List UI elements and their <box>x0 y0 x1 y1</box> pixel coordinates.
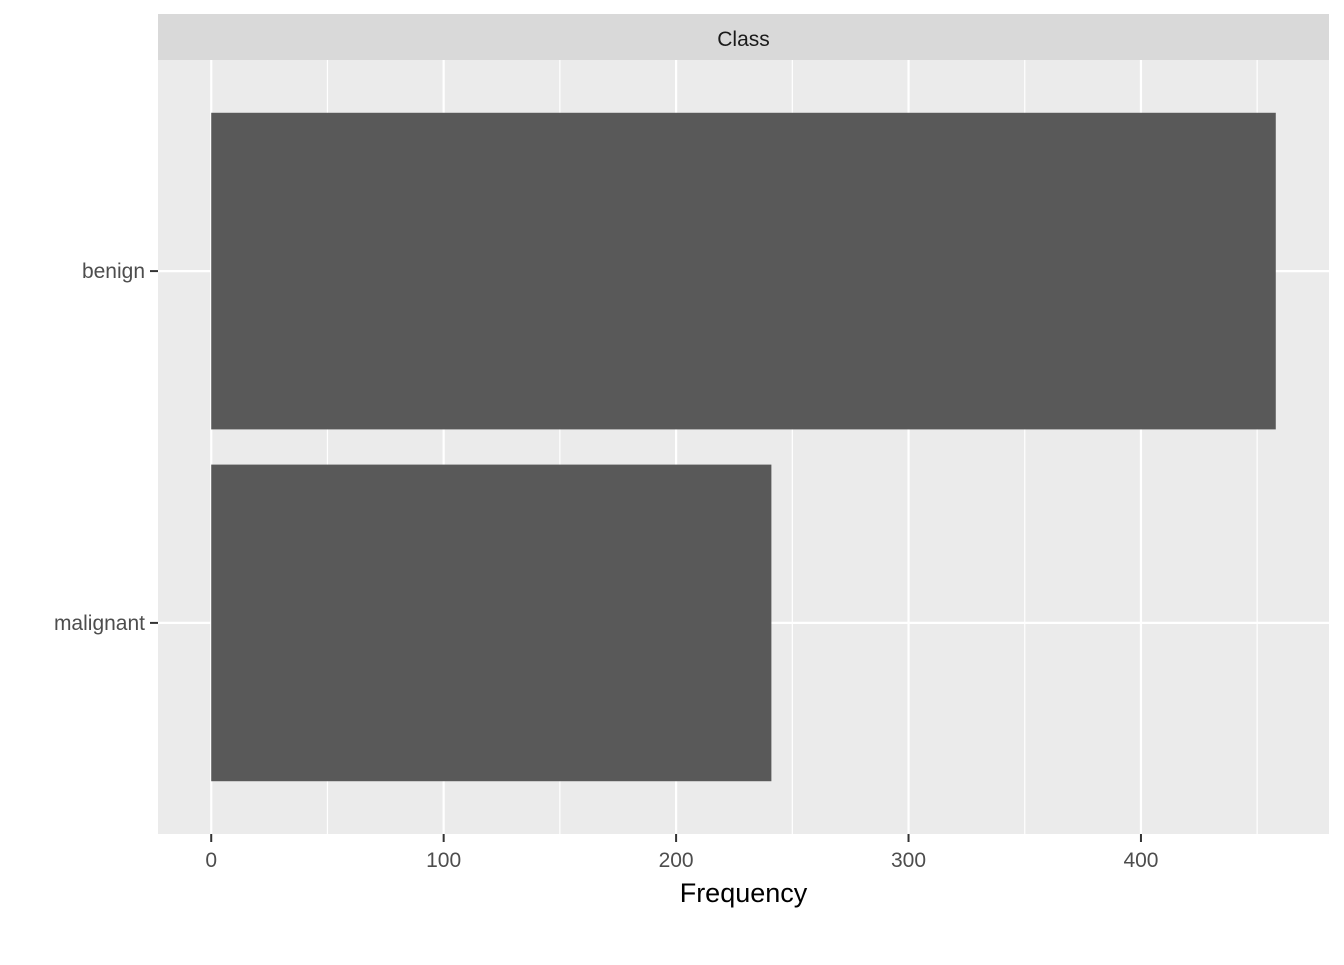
strip-background <box>158 14 1329 60</box>
x-tick-label: 400 <box>1123 849 1158 872</box>
x-axis: 0 100 200 300 400 <box>205 834 1158 872</box>
bars <box>211 112 1276 782</box>
y-tick-label: benign <box>82 260 145 283</box>
bar-malignant <box>211 464 772 782</box>
facet-strip-label: Class <box>717 28 770 51</box>
bar-benign <box>211 112 1276 430</box>
x-axis-title: Frequency <box>680 878 808 908</box>
x-tick-label: 300 <box>891 849 926 872</box>
x-tick-label: 200 <box>659 849 694 872</box>
y-axis: benign malignant <box>54 260 158 635</box>
x-tick-label: 0 <box>205 849 217 872</box>
x-tick-label: 100 <box>426 849 461 872</box>
y-tick-label: malignant <box>54 612 145 635</box>
